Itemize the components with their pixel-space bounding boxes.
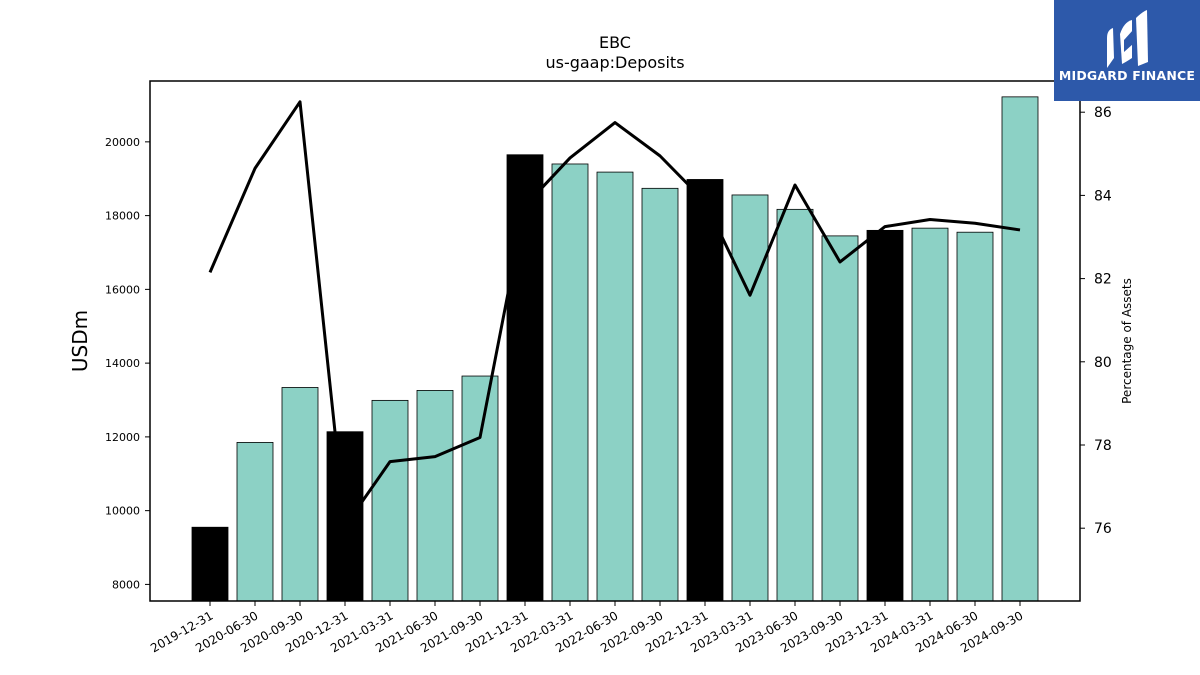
chart-title: EBC [599,33,631,52]
bar [416,390,454,602]
y2-tick-label: 76 [1094,521,1112,537]
y2-tick-label: 82 [1094,272,1112,288]
bar-series [191,96,1039,602]
y2-axis-label: Percentage of Assets [1120,278,1134,404]
bar [236,442,274,602]
x-axis: 2019-12-312020-06-302020-09-302020-12-31… [148,601,1026,655]
y2-tick-label: 86 [1094,105,1112,121]
chart-subtitle: us-gaap:Deposits [545,53,684,72]
bar [191,526,229,602]
bar [506,154,544,602]
bar [911,227,949,602]
y2-tick-label: 78 [1094,438,1112,454]
bar [956,231,994,602]
bar [371,399,409,602]
y-tick-label: 16000 [105,283,140,296]
y-axis-left: 8000 10000 12000 14000 16000 18000 20000 [105,136,150,591]
line-series [208,100,1021,528]
bar [596,171,634,602]
brand-logo: MIDGARD FINANCE [1054,0,1200,101]
bar [551,163,589,602]
brand-name: MIDGARD FINANCE [1058,68,1196,83]
y-tick-label: 14000 [105,357,140,370]
y-axis-label: USDm [68,310,92,372]
bar [866,229,904,602]
y2-tick-label: 84 [1094,188,1112,204]
bar [281,387,319,602]
y-tick-label: 18000 [105,210,140,223]
y-tick-label: 12000 [105,431,140,444]
bar [1001,96,1039,602]
y-axis-right: 76 78 80 82 84 86 [1080,105,1112,537]
bar [686,179,724,602]
bar [821,235,859,602]
y2-tick-label: 80 [1094,355,1112,371]
bar [641,187,679,602]
bar [731,194,769,602]
y-tick-label: 20000 [105,136,140,149]
midgard-m-logo-icon [1107,10,1148,68]
bar [461,375,499,602]
y-tick-label: 8000 [112,578,140,591]
bar [776,208,814,602]
y-tick-label: 10000 [105,505,140,518]
